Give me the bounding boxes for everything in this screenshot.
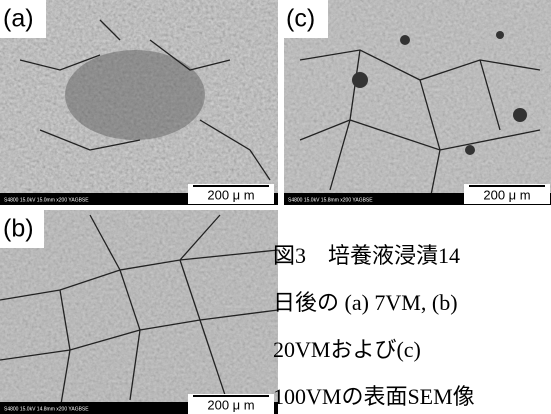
caption-line: 日後の (a) 7VM, (b)	[273, 290, 458, 315]
caption-line: 図3 培養液浸漬14	[273, 243, 460, 268]
sem-info: S4800 15.0kV 14.8mm x200 YAGBSE	[4, 406, 89, 412]
panel-label: (b)	[3, 215, 34, 243]
figure: S4800 15.0kV 15.0mm x200 YAGBSE 200 μ m …	[0, 0, 551, 414]
scale-label: 200 μ m	[483, 187, 530, 202]
scale-label: 200 μ m	[207, 187, 254, 202]
sem-image-a: S4800 15.0kV 15.0mm x200 YAGBSE 200 μ m …	[0, 0, 278, 205]
scale-label: 200 μ m	[207, 397, 254, 412]
panel-label: (a)	[3, 5, 34, 33]
sem-image-b: S4800 15.0kV 14.8mm x200 YAGBSE 200 μ m …	[0, 210, 278, 414]
panel-label: (c)	[286, 5, 315, 33]
sem-image-c: S4800 15.0kV 15.8mm x200 YAGBSE 200 μ m …	[284, 0, 551, 205]
caption-line: 20VMおよび(c)	[273, 337, 421, 362]
sem-info: S4800 15.0kV 15.8mm x200 YAGBSE	[288, 197, 373, 203]
sem-info: S4800 15.0kV 15.0mm x200 YAGBSE	[4, 197, 89, 203]
caption: 図3 培養液浸漬14 日後の (a) 7VM, (b) 20VMおよび(c) 1…	[273, 243, 475, 409]
caption-line: 100VMの表面SEM像	[273, 384, 475, 409]
